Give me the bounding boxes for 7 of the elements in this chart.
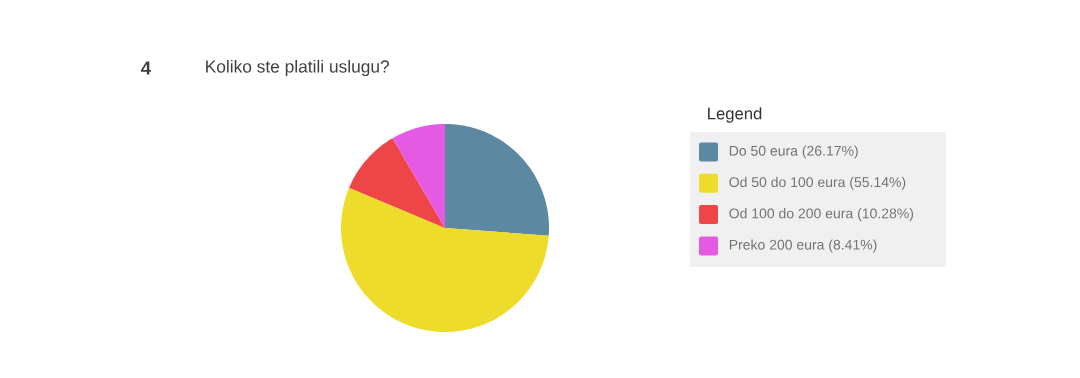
legend-title: Legend	[708, 107, 762, 123]
chart-title: Koliko ste platili uslugu?	[206, 59, 390, 77]
text: 4	[141, 61, 151, 75]
legend-label: Od 50 do 100 eura (55.14%)	[729, 176, 906, 190]
legend-label: Preko 200 eura (8.41%)	[729, 239, 877, 253]
legend-label: Od 100 do 200 eura (10.28%)	[729, 208, 914, 222]
legend-label: Do 50 eura (26.17%)	[729, 145, 858, 159]
